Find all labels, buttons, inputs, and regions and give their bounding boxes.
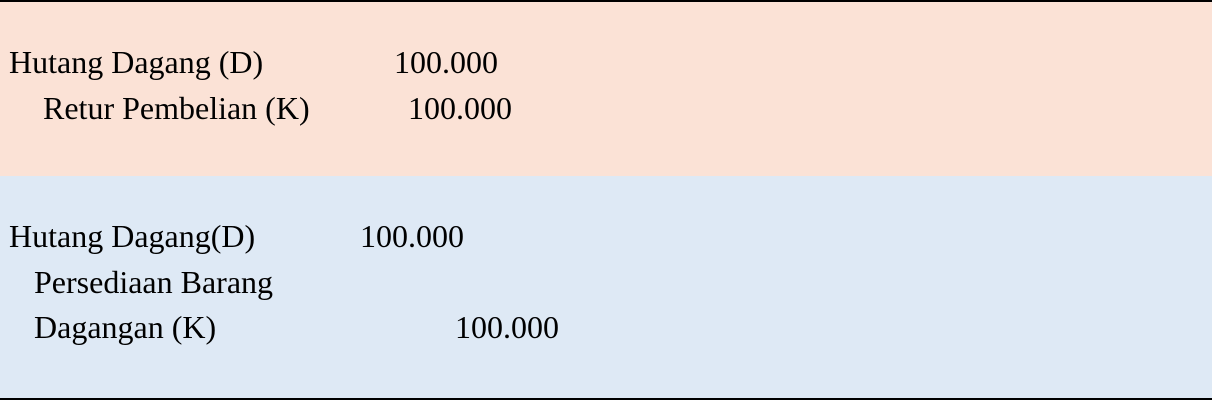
journal-entry-2: Hutang Dagang(D) 100.000 Persediaan Bara… [0, 176, 1212, 400]
debit-amount: 100.000 [360, 218, 464, 254]
credit-account-label-line-1: Persediaan Barang [34, 264, 274, 300]
credit-account-label: Retur Pembelian (K) [43, 90, 310, 126]
debit-amount: 100.000 [394, 44, 498, 80]
journal-entry-1: Hutang Dagang (D) 100.000 Retur Pembelia… [0, 0, 1212, 178]
credit-amount: 100.000 [455, 309, 559, 345]
debit-account-label: Hutang Dagang(D) [9, 218, 256, 254]
debit-account-label: Hutang Dagang (D) [9, 44, 264, 80]
credit-account-label-line-2: Dagangan (K) [34, 309, 217, 345]
credit-amount: 100.000 [408, 90, 512, 126]
